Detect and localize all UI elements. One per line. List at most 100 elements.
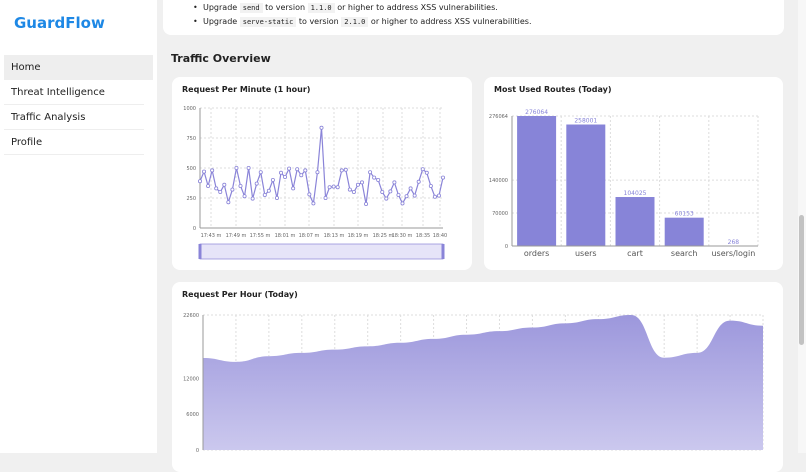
data-point: [255, 182, 258, 185]
sidebar-item-profile[interactable]: Profile: [4, 130, 144, 155]
zoom-slider-handle[interactable]: [199, 244, 202, 259]
recommendations-card: Upgrade send to version 1.1.0 or higher …: [163, 0, 784, 35]
x-tick-label: orders: [524, 249, 550, 258]
x-tick-label: 18:19 m: [348, 233, 369, 239]
data-point: [405, 195, 408, 198]
data-point: [373, 176, 376, 179]
sidebar-item-threat-intelligence[interactable]: Threat Intelligence: [4, 80, 144, 105]
data-point: [227, 201, 230, 204]
data-point: [219, 190, 222, 193]
bar: [566, 125, 605, 246]
recommendation-text: Upgrade: [203, 17, 237, 26]
package-name: send: [240, 3, 263, 13]
data-point: [202, 170, 205, 173]
data-point: [198, 180, 201, 183]
package-version: 1.1.0: [308, 3, 335, 13]
data-point: [377, 178, 380, 181]
sidebar-item-home[interactable]: Home: [4, 55, 153, 80]
data-point: [259, 171, 262, 174]
data-point: [320, 126, 323, 129]
x-tick-label: 17:43 m: [201, 233, 222, 239]
y-tick-label: 22600: [183, 313, 199, 319]
x-tick-label: 18:25 m: [373, 233, 394, 239]
y-tick-label: 6000: [186, 412, 199, 418]
data-point: [336, 186, 339, 189]
x-tick-label: cart: [627, 249, 643, 258]
data-point: [267, 189, 270, 192]
bar: [517, 116, 556, 246]
zoom-slider-handle[interactable]: [442, 244, 445, 259]
sidebar: GuardFlow Home Threat Intelligence Traff…: [0, 0, 157, 453]
bar-value-label: 268: [728, 239, 740, 246]
recommendation-text: Upgrade: [203, 3, 237, 12]
bar: [665, 218, 704, 246]
data-point: [413, 194, 416, 197]
scrollbar[interactable]: [798, 0, 806, 453]
data-point: [312, 202, 315, 205]
data-point: [332, 185, 335, 188]
recommendation-item: Upgrade serve-static to version 2.1.0 or…: [203, 16, 532, 28]
data-point: [243, 195, 246, 198]
y-tick-label: 276064: [489, 114, 508, 120]
y-tick-label: 250: [186, 196, 196, 202]
zoom-slider[interactable]: [200, 244, 443, 259]
data-point: [275, 196, 278, 199]
x-tick-label: 18:30 m: [392, 233, 413, 239]
data-point: [292, 187, 295, 190]
data-point: [369, 171, 372, 174]
recommendation-text: or higher to address XSS vulnerabilities…: [337, 3, 498, 12]
data-point: [441, 176, 444, 179]
x-tick-label: 17:49 m: [226, 233, 247, 239]
data-point: [308, 193, 311, 196]
data-point: [304, 169, 307, 172]
data-point: [231, 188, 234, 191]
data-point: [437, 194, 440, 197]
data-point: [328, 186, 331, 189]
bar-value-label: 276064: [525, 109, 548, 116]
data-point: [401, 202, 404, 205]
data-point: [433, 195, 436, 198]
data-point: [393, 181, 396, 184]
app-logo[interactable]: GuardFlow: [14, 14, 105, 32]
data-point: [352, 190, 355, 193]
sidebar-item-traffic-analysis[interactable]: Traffic Analysis: [4, 105, 144, 130]
y-tick-label: 750: [186, 136, 196, 142]
x-tick-label: 17:55 m: [250, 233, 271, 239]
data-point: [283, 175, 286, 178]
scrollbar-thumb[interactable]: [799, 215, 804, 345]
bar-value-label: 60153: [675, 211, 694, 218]
data-point: [316, 171, 319, 174]
bar: [616, 197, 655, 246]
recommendation-item: Upgrade send to version 1.1.0 or higher …: [203, 2, 498, 14]
y-tick-label: 140000: [489, 178, 508, 184]
data-point: [251, 197, 254, 200]
data-point: [271, 178, 274, 181]
x-tick-label: 18:35: [416, 233, 430, 239]
y-tick-label: 0: [196, 448, 199, 454]
series-area: [203, 315, 763, 450]
data-point: [397, 193, 400, 196]
recommendation-text: or higher to address XSS vulnerabilities…: [371, 17, 532, 26]
x-tick-label: users/login: [711, 249, 755, 258]
routes-chart: 070000140000276064276064orders258001user…: [484, 77, 783, 270]
data-point: [235, 166, 238, 169]
x-tick-label: 18:40: [433, 233, 447, 239]
data-point: [324, 196, 327, 199]
y-tick-label: 500: [186, 166, 196, 172]
data-point: [300, 174, 303, 177]
x-tick-label: search: [671, 249, 698, 258]
package-version: 2.1.0: [341, 17, 368, 27]
data-point: [364, 202, 367, 205]
bar-value-label: 258001: [574, 118, 597, 125]
data-point: [429, 184, 432, 187]
data-point: [239, 184, 242, 187]
data-point: [389, 190, 392, 193]
data-point: [288, 167, 291, 170]
data-point: [385, 197, 388, 200]
data-point: [409, 187, 412, 190]
